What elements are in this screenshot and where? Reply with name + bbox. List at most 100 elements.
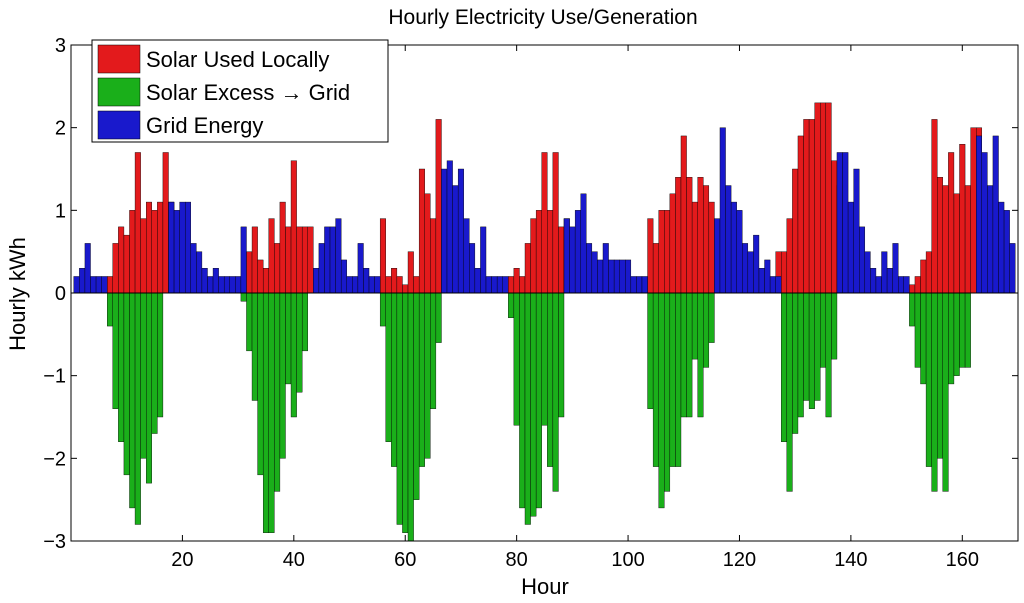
bar-solar-used [920,259,927,294]
bar-solar-excess [290,292,297,418]
bar-solar-excess [246,292,253,352]
bar-grid-energy [346,276,353,294]
bar-solar-excess [820,292,827,368]
bar-solar-excess [781,292,788,443]
bar-grid-energy [602,243,609,294]
bar-grid-energy [218,276,225,294]
bar-grid-energy [998,201,1005,294]
bar-solar-excess [140,292,147,459]
bar-grid-energy [842,152,849,294]
y-tick-label: 1 [55,200,66,222]
bar-grid-energy [836,152,843,294]
bar-grid-energy [714,218,721,294]
bar-grid-energy [179,201,186,294]
bar-solar-excess [547,292,554,467]
bar-solar-used [301,226,308,294]
chart-title: Hourly Electricity Use/Generation [388,6,697,29]
bar-solar-excess [274,292,281,492]
bar-solar-excess [535,292,542,509]
bar-solar-excess [914,292,921,368]
bar-grid-energy [725,185,732,294]
bar-solar-used [942,185,949,294]
bar-grid-energy [485,276,492,294]
bar-solar-used [123,234,130,294]
bar-solar-used [825,102,832,294]
bar-solar-excess [825,292,832,418]
bar-grid-energy [340,259,347,294]
bar-solar-used [541,152,548,294]
bar-solar-excess [792,292,799,434]
bar-grid-energy [95,276,102,294]
bar-grid-energy [168,201,175,294]
bar-solar-excess [418,292,425,467]
bar-solar-used [430,218,437,294]
bar-solar-excess [296,292,303,393]
bar-grid-energy [742,243,749,294]
bar-solar-excess [937,292,943,459]
bar-solar-excess [157,292,164,418]
bar-grid-energy [207,276,214,294]
bar-grid-energy [352,276,359,294]
bar-solar-used [697,177,704,294]
bar-solar-used [519,276,526,294]
bar-solar-used [391,268,398,294]
legend-label-grid-energy: Grid Energy [146,113,263,138]
bar-grid-energy [235,276,242,294]
bar-solar-excess [257,292,264,476]
bar-grid-energy [457,168,464,294]
bar-grid-energy [625,259,632,294]
bar-solar-used [708,201,715,294]
bar-solar-used [803,119,810,294]
y-tick-label: 0 [55,283,66,305]
bar-grid-energy [591,251,598,294]
bar-solar-excess [508,292,515,318]
bar-solar-excess [814,292,821,401]
bar-solar-used [112,243,119,294]
bar-grid-energy [324,226,331,294]
bar-solar-used [703,185,710,294]
bar-solar-used [808,119,815,294]
bar-solar-used [931,119,938,294]
bar-solar-used [246,251,253,294]
bar-solar-used [107,276,113,294]
bar-solar-excess [513,292,520,426]
bar-solar-excess [953,292,960,376]
bar-grid-energy [73,276,80,294]
bar-solar-used [268,218,275,294]
bar-solar-used [418,168,425,294]
bar-grid-energy [496,276,503,294]
bar-solar-excess [430,292,437,409]
bar-solar-excess [129,292,136,509]
bar-solar-used [435,119,442,294]
bar-grid-energy [898,276,904,294]
bar-solar-used [959,143,966,294]
bar-solar-excess [519,292,526,509]
bar-solar-excess [285,292,292,385]
bar-grid-energy [196,251,203,294]
bar-grid-energy [636,276,643,294]
bar-solar-excess [697,292,704,418]
bar-grid-energy [90,276,97,294]
x-tick-label: 140 [834,549,867,571]
bar-grid-energy [619,259,626,294]
bar-solar-used [547,210,554,294]
bar-solar-used [307,226,314,294]
bar-grid-energy [747,251,754,294]
bar-grid-energy [469,243,476,294]
bar-solar-used [964,185,971,294]
bar-solar-excess [385,292,392,443]
legend-label-solar-excess: Solar Excess → Grid [146,80,350,105]
bar-solar-used [257,259,264,294]
y-tick-label: −2 [43,448,66,470]
bar-solar-excess [786,292,793,492]
bar-grid-energy [992,135,999,294]
bar-grid-energy [329,226,336,294]
bar-solar-excess [413,292,420,500]
bar-solar-excess [920,292,927,385]
bar-solar-excess [251,292,258,401]
bar-solar-excess [262,292,269,533]
bar-solar-excess [396,292,403,525]
bar-solar-excess [964,292,971,368]
bar-grid-energy [870,268,877,294]
